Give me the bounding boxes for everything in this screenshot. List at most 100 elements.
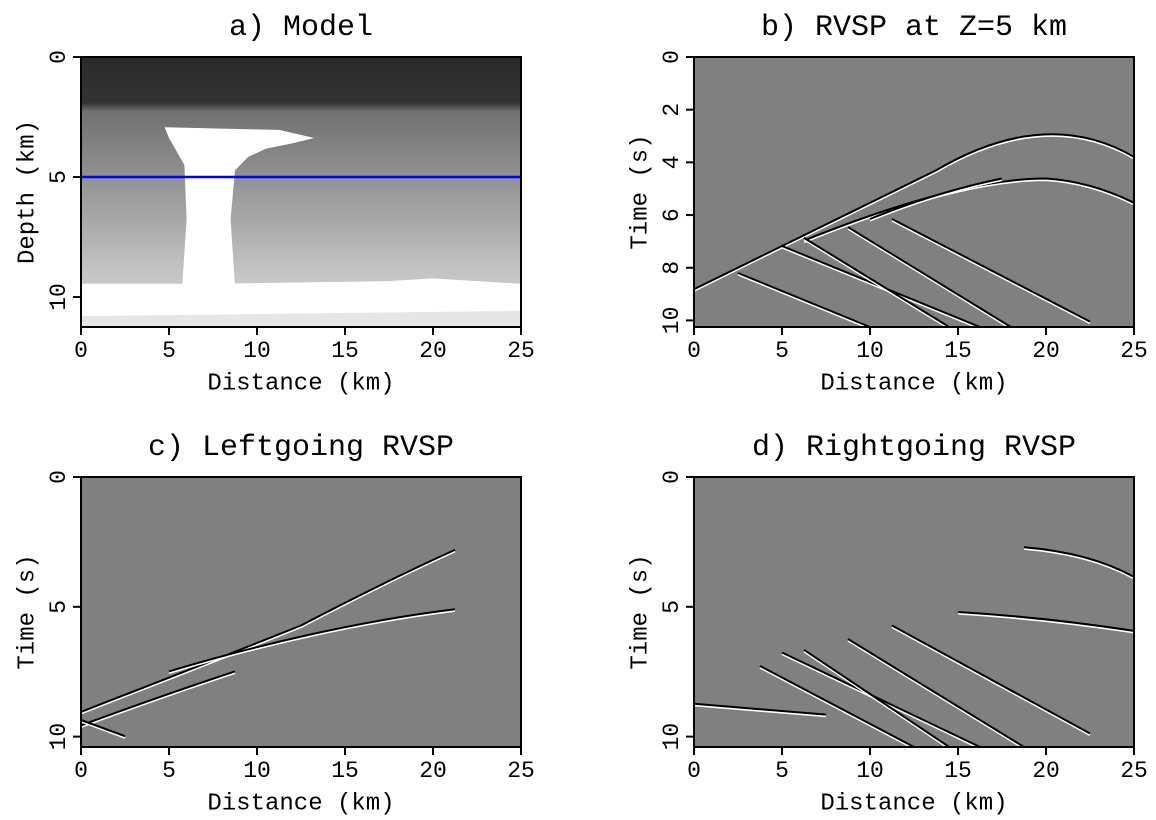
event-black [760, 666, 914, 747]
x-label: Distance (km) [207, 370, 394, 397]
y-tick-label: 10 [659, 307, 685, 335]
x-tick-label: 15 [331, 338, 359, 364]
x-tick-label: 5 [775, 758, 789, 784]
event-black [848, 639, 1024, 747]
seismic-background [81, 477, 521, 747]
event-black [848, 227, 1011, 327]
event-white [870, 180, 1002, 220]
panel: c) Leftgoing RVSP Distance (km) Time (s) 0 5… [14, 431, 534, 817]
event-black [81, 550, 455, 712]
event-black [804, 650, 949, 747]
y-tick-label: 10 [659, 723, 685, 751]
image [81, 477, 521, 747]
y-tick-label: 4 [659, 155, 685, 169]
event-black [892, 626, 1090, 734]
event-white [804, 240, 949, 329]
frame [80, 56, 522, 328]
event-black [694, 704, 826, 715]
x-tick-label: 5 [775, 338, 789, 364]
x-tick-label: 10 [856, 758, 884, 784]
x-tick-label: 0 [687, 758, 701, 784]
event-black [169, 609, 455, 671]
event-white [738, 275, 870, 329]
event-white [804, 651, 949, 748]
title: b) RVSP at Z=5 km [761, 11, 1067, 45]
seismic-background [694, 477, 1134, 747]
y-tick-label: 0 [46, 50, 72, 64]
panel: a) Model Distance (km) Depth (km) 0 5 10 15 20 2… [14, 11, 534, 397]
y-tick-label: 8 [659, 261, 685, 275]
event-white [694, 136, 1134, 291]
event-white [1024, 549, 1134, 579]
y-tick-label: 5 [46, 170, 72, 184]
event-white [848, 641, 1024, 749]
image [81, 57, 521, 327]
x-tick-label: 0 [687, 338, 701, 364]
event-black [804, 179, 1134, 241]
event-black [81, 671, 235, 725]
image [694, 477, 1134, 749]
event-black [782, 653, 980, 748]
x-tick-label: 10 [243, 338, 271, 364]
y-tick-label: 0 [659, 50, 685, 64]
event-white [848, 229, 1011, 329]
frame [693, 56, 1135, 328]
event-black [1024, 547, 1134, 577]
y-tick-label: 10 [46, 283, 72, 311]
x-label: Distance (km) [820, 370, 1007, 397]
y-label: Depth (km) [14, 120, 41, 264]
x-tick-label: 20 [419, 758, 447, 784]
seismic-background [694, 57, 1134, 327]
frame [693, 476, 1135, 748]
event-white [169, 611, 455, 673]
basement-shade [81, 310, 521, 327]
x-tick-label: 20 [419, 338, 447, 364]
event-black [81, 720, 125, 736]
event-white [804, 180, 1134, 242]
x-tick-label: 5 [162, 338, 176, 364]
event-white [958, 614, 1134, 633]
event-white [81, 552, 455, 714]
panel: b) RVSP at Z=5 km Distance (km) Time (s) 0 5… [627, 11, 1147, 397]
image [694, 57, 1134, 329]
x-tick-label: 25 [1120, 338, 1148, 364]
x-tick-label: 10 [856, 338, 884, 364]
y-label: Time (s) [627, 554, 654, 669]
event-black [804, 238, 949, 327]
y-tick-label: 6 [659, 208, 685, 222]
title: c) Leftgoing RVSP [148, 431, 454, 465]
title: d) Rightgoing RVSP [752, 431, 1076, 465]
event-white [892, 221, 1090, 324]
y-tick-label: 10 [46, 723, 72, 751]
x-tick-label: 25 [507, 758, 535, 784]
event-white [81, 722, 125, 738]
y-tick-label: 5 [46, 600, 72, 614]
x-tick-label: 25 [1120, 758, 1148, 784]
x-tick-label: 25 [507, 338, 535, 364]
y-tick-label: 5 [659, 600, 685, 614]
frame [80, 476, 522, 748]
x-tick-label: 0 [74, 758, 88, 784]
event-black [870, 179, 1002, 220]
x-tick-label: 5 [162, 758, 176, 784]
y-label: Time (s) [627, 134, 654, 249]
panel: d) Rightgoing RVSP Distance (km) Time (s) 0… [627, 431, 1147, 817]
x-tick-label: 15 [944, 758, 972, 784]
x-tick-label: 15 [944, 338, 972, 364]
event-white [892, 627, 1090, 735]
salt-body [164, 127, 315, 287]
title: a) Model [229, 11, 373, 45]
x-label: Distance (km) [207, 790, 394, 817]
event-white [782, 248, 980, 329]
event-white [760, 668, 914, 749]
x-tick-label: 15 [331, 758, 359, 784]
event-white [81, 673, 235, 727]
event-white [694, 705, 826, 716]
event-black [958, 612, 1134, 631]
event-black [892, 219, 1090, 322]
event-black [738, 273, 870, 327]
event-black [694, 134, 1134, 289]
x-tick-label: 20 [1032, 758, 1060, 784]
x-tick-label: 20 [1032, 338, 1060, 364]
